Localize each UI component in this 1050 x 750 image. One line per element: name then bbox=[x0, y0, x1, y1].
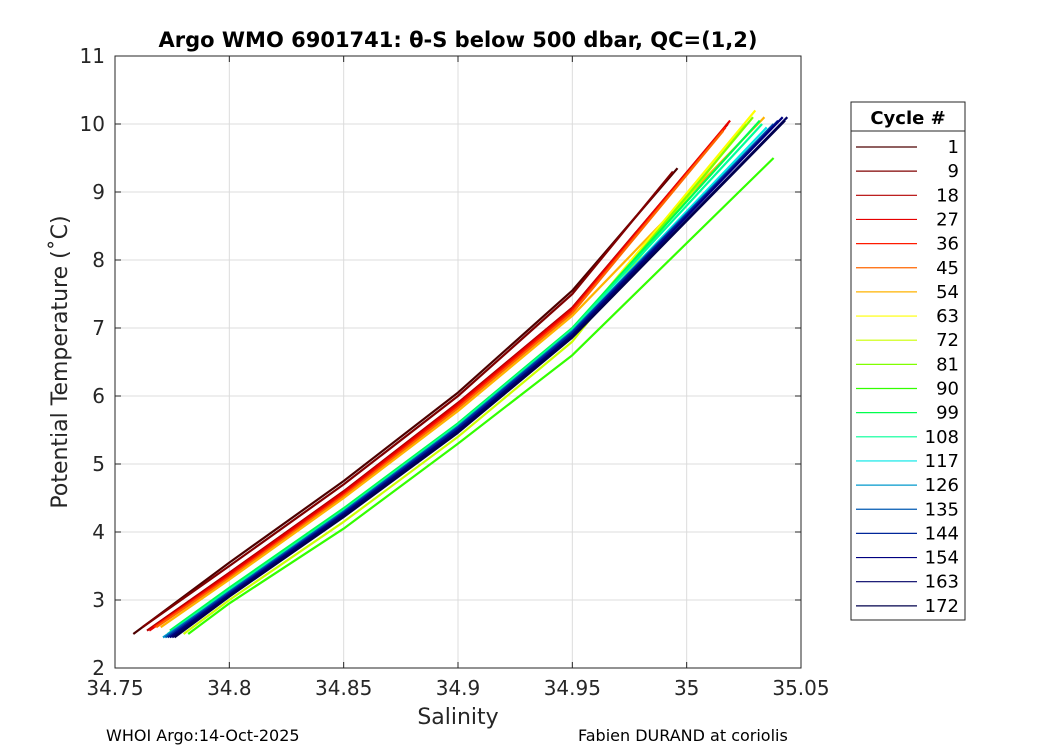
tick-layer: 34.75 34.8 34.85 34.9 34.95 35 35.05 2 3 4 5 6 7 8 9 10… bbox=[80, 44, 830, 700]
y-tick-label: 11 bbox=[80, 44, 105, 68]
series-line-cycle-144 bbox=[166, 119, 779, 639]
series-line-cycle-54 bbox=[160, 116, 766, 629]
x-tick-label: 34.75 bbox=[86, 676, 143, 700]
legend-label-163: 163 bbox=[925, 572, 959, 593]
y-tick-label: 8 bbox=[92, 248, 105, 272]
series-line-cycle-172 bbox=[173, 119, 786, 639]
footer-credit-left: WHOI Argo:14-Oct-2025 bbox=[106, 726, 300, 745]
legend-label-117: 117 bbox=[925, 451, 959, 472]
legend-label-144: 144 bbox=[925, 523, 959, 544]
series-line-cycle-36 bbox=[153, 126, 727, 629]
x-tick-label: 34.95 bbox=[544, 676, 601, 700]
series-line-cycle-108 bbox=[166, 123, 763, 635]
y-tick-label: 9 bbox=[92, 180, 105, 204]
x-tick-label: 34.8 bbox=[207, 676, 252, 700]
series-line-cycle-45 bbox=[155, 130, 725, 629]
y-tick-label: 7 bbox=[92, 316, 105, 340]
y-tick-label: 5 bbox=[92, 452, 105, 476]
y-tick-label: 10 bbox=[80, 112, 105, 136]
x-tick-label: 35.05 bbox=[772, 676, 829, 700]
series-line-cycle-154 bbox=[169, 116, 784, 639]
legend-label-54: 54 bbox=[936, 282, 959, 303]
y-tick-label: 2 bbox=[92, 656, 105, 680]
legend-title: Cycle # bbox=[870, 108, 945, 129]
series-line-cycle-18 bbox=[146, 123, 729, 632]
y-axis-label: Potential Temperature (˚C) bbox=[48, 215, 73, 508]
legend-label-99: 99 bbox=[936, 403, 959, 424]
legend: Cycle # 1 9 18 27 36 45 54 63 72 81 90 99 108 117 126 1… bbox=[850, 101, 966, 621]
series-line-cycle-99 bbox=[169, 119, 761, 632]
x-axis-label: Salinity bbox=[417, 705, 498, 730]
series-line-cycle-9 bbox=[141, 170, 674, 629]
chart-title: Argo WMO 6901741: θ-S below 500 dbar, QC… bbox=[159, 28, 758, 52]
legend-label-72: 72 bbox=[936, 330, 959, 351]
series-line-cycle-90 bbox=[187, 157, 775, 635]
legend-label-1: 1 bbox=[948, 137, 959, 158]
x-tick-label: 34.85 bbox=[315, 676, 372, 700]
y-tick-label: 6 bbox=[92, 384, 105, 408]
y-tick-label: 3 bbox=[92, 588, 105, 612]
y-tick-label: 4 bbox=[92, 520, 105, 544]
legend-label-18: 18 bbox=[936, 185, 959, 206]
x-tick-label: 35 bbox=[674, 676, 699, 700]
legend-label-108: 108 bbox=[925, 427, 959, 448]
legend-label-172: 172 bbox=[925, 596, 959, 617]
legend-label-27: 27 bbox=[936, 209, 959, 230]
series-layer bbox=[132, 109, 789, 639]
legend-label-90: 90 bbox=[936, 379, 959, 400]
legend-label-81: 81 bbox=[936, 354, 959, 375]
legend-label-45: 45 bbox=[936, 258, 959, 279]
legend-label-9: 9 bbox=[948, 161, 959, 182]
series-line-cycle-27 bbox=[148, 119, 731, 632]
footer-credit-right: Fabien DURAND at coriolis bbox=[578, 726, 788, 745]
legend-label-63: 63 bbox=[936, 306, 959, 327]
legend-label-135: 135 bbox=[925, 499, 959, 520]
x-tick-label: 34.9 bbox=[436, 676, 481, 700]
grid-layer bbox=[114, 55, 802, 669]
series-line-cycle-1 bbox=[132, 167, 679, 635]
legend-label-154: 154 bbox=[925, 548, 959, 569]
legend-label-36: 36 bbox=[936, 234, 959, 255]
legend-label-126: 126 bbox=[925, 475, 959, 496]
